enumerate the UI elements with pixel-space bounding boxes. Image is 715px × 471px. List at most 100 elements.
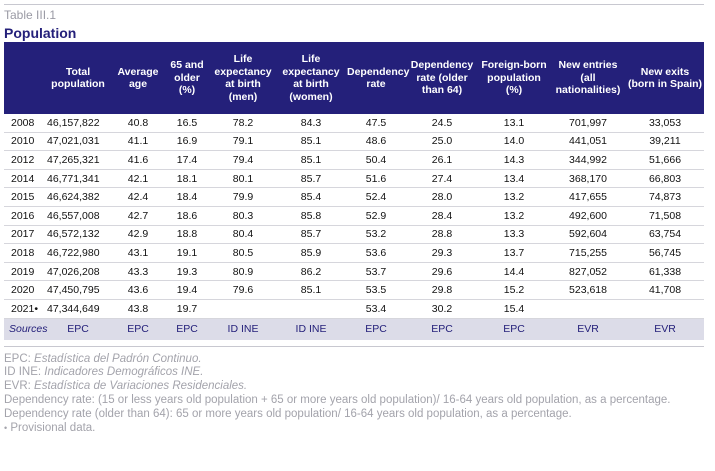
table-cell: 51.6 [346, 169, 406, 189]
table-cell: 701,997 [550, 114, 626, 133]
note-abbr: EVR: [4, 380, 31, 393]
header-cell: Life expectancy at birth (women) [276, 42, 346, 114]
table-cell: 41.6 [112, 150, 164, 170]
table-cell [210, 299, 276, 319]
table-cell: 46,624,382 [44, 187, 112, 207]
table-cell: 592,604 [550, 225, 626, 245]
table-cell: 47,450,795 [44, 280, 112, 300]
table-cell: 18.6 [164, 206, 210, 226]
table-cell: 13.2 [478, 187, 550, 207]
table-cell: 46,771,341 [44, 169, 112, 189]
table-cell: 85.1 [276, 280, 346, 300]
source-cell: EPC [112, 317, 164, 340]
table-cell: 47,344,649 [44, 299, 112, 319]
table-cell: 492,600 [550, 206, 626, 226]
note-abbr: ID INE: [4, 366, 42, 379]
table-cell: 14.3 [478, 150, 550, 170]
header-cell: New entries (all nationalities) [550, 42, 626, 114]
table-cell: 84.3 [276, 114, 346, 133]
table-cell: 48.6 [346, 132, 406, 152]
table-cell: 50.4 [346, 150, 406, 170]
note-text: Estadística del Padrón Continuo. [34, 352, 202, 365]
provisional-note: • Provisional data. [4, 422, 704, 436]
header-cell: Life expectancy at birth (men) [210, 42, 276, 114]
sources-label: Sources [4, 317, 48, 340]
table-cell: 46,722,980 [44, 243, 112, 263]
table-row: 2018 46,722,980 43.1 19.1 80.5 85.9 53.6 29.3 13… [4, 243, 704, 263]
table-cell: 29.6 [406, 262, 478, 282]
header-cell: Dependency rate [346, 42, 409, 114]
table-cell: 52.4 [346, 187, 406, 207]
table-cell: 33,053 [626, 114, 704, 133]
table-cell: 71,508 [626, 206, 704, 226]
table-cell: 18.4 [164, 187, 210, 207]
note-id-ine: ID INE: Indicadores Demográficos INE. [4, 366, 704, 380]
definition-dependency-rate: Dependency rate: (15 or less years old p… [4, 393, 671, 406]
table-label: Table III.1 [4, 8, 57, 22]
table-cell [276, 299, 346, 319]
table-cell: 47,026,208 [44, 262, 112, 282]
table-cell: 42.1 [112, 169, 164, 189]
table-cell: 827,052 [550, 262, 626, 282]
year-cell: 2012 [4, 150, 44, 170]
table-cell: 53.4 [346, 299, 406, 319]
table-cell: 52.9 [346, 206, 406, 226]
source-cell: EVR [626, 317, 704, 340]
table-cell: 80.4 [210, 225, 276, 245]
table-cell: 16.9 [164, 132, 210, 152]
sources-row: Sources EPC EPC EPC ID INE ID INE EPC EPC EPC EVR… [4, 317, 704, 340]
table-cell: 18.1 [164, 169, 210, 189]
source-cell: ID INE [210, 317, 276, 340]
table-row: 2015 46,624,382 42.4 18.4 79.9 85.4 52.4 28.0 13… [4, 187, 704, 207]
notes: EPC: Estadística del Padrón Continuo. ID… [4, 353, 704, 436]
table-cell: 51,666 [626, 150, 704, 170]
table-cell: 47,265,321 [44, 150, 112, 170]
table-row: 2017 46,572,132 42.9 18.8 80.4 85.7 53.2 28.8 13… [4, 225, 704, 245]
table-cell: 13.3 [478, 225, 550, 245]
year-cell: 2016 [4, 206, 44, 226]
table-cell: 715,255 [550, 243, 626, 263]
table-cell: 19.1 [164, 243, 210, 263]
table-cell: 47.5 [346, 114, 406, 133]
header-cell: Average age [112, 42, 164, 114]
table-cell: 53.5 [346, 280, 406, 300]
population-table: Total population Average age 65 and older … [4, 42, 704, 340]
year-cell: 2015 [4, 187, 44, 207]
year-cell: 2018 [4, 243, 44, 263]
table-cell: 43.3 [112, 262, 164, 282]
table-cell: 86.2 [276, 262, 346, 282]
table-row: 2010 47,021,031 41.1 16.9 79.1 85.1 48.6 25.0 14… [4, 132, 704, 152]
table-cell: 15.2 [478, 280, 550, 300]
table-cell: 42.4 [112, 187, 164, 207]
table-cell: 79.4 [210, 150, 276, 170]
table-cell: 85.8 [276, 206, 346, 226]
table-cell: 42.9 [112, 225, 164, 245]
note-epc: EPC: Estadística del Padrón Continuo. [4, 353, 704, 367]
header-cell: Total population [44, 42, 112, 114]
table-cell: 80.1 [210, 169, 276, 189]
table-cell: 30.2 [406, 299, 478, 319]
table-cell: 56,745 [626, 243, 704, 263]
top-rule [4, 4, 704, 5]
table-cell: 28.0 [406, 187, 478, 207]
table-cell: 43.8 [112, 299, 164, 319]
table-cell: 46,557,008 [44, 206, 112, 226]
note-text: Estadística de Variaciones Residenciales… [34, 380, 248, 393]
table-cell: 13.7 [478, 243, 550, 263]
table-cell: 14.4 [478, 262, 550, 282]
year-cell: 2014 [4, 169, 44, 189]
source-cell: EPC [44, 317, 112, 340]
table-cell: 16.5 [164, 114, 210, 133]
table-cell: 13.2 [478, 206, 550, 226]
table-cell: 41.1 [112, 132, 164, 152]
table-container: Table III.1 Population Total population A… [4, 4, 704, 435]
table-cell: 66,803 [626, 169, 704, 189]
table-cell: 53.6 [346, 243, 406, 263]
table-cell: 25.0 [406, 132, 478, 152]
table-cell: 368,170 [550, 169, 626, 189]
source-cell: EVR [550, 317, 626, 340]
table-cell: 85.7 [276, 225, 346, 245]
table-cell: 43.1 [112, 243, 164, 263]
bullet-icon: • [4, 422, 8, 433]
table-cell: 80.9 [210, 262, 276, 282]
